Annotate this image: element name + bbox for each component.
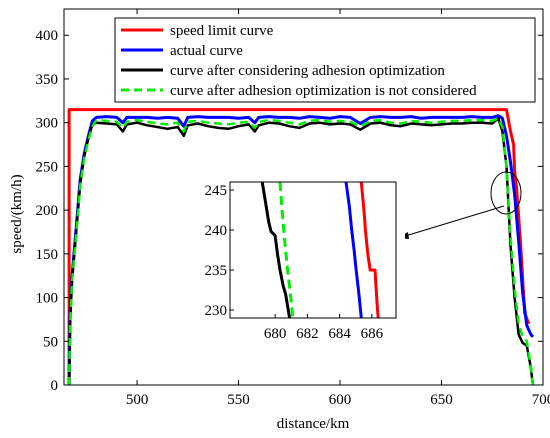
inset-series-line-curve-after-adhesion-optimization-is-not-considered [278, 182, 295, 318]
y-tick-label: 300 [36, 116, 59, 132]
x-tick-label: 650 [430, 392, 453, 408]
legend-entry: actual curve [170, 43, 243, 59]
plot-frame [63, 8, 544, 386]
y-tick-label: 50 [43, 334, 58, 350]
y-tick-label: 100 [36, 291, 59, 307]
zoom-region-ellipse [490, 171, 522, 215]
series-line-actual-curve [67, 114, 535, 386]
x-axis-label: distance/km [277, 416, 350, 432]
y-tick-label: 400 [36, 28, 59, 44]
inset-x-tick-label: 682 [296, 326, 319, 342]
y-axis-label: speed/(km/h) [9, 174, 25, 253]
x-tick-label: 700 [532, 392, 550, 408]
inset-background [200, 178, 405, 350]
inset-series-line-actual-curve [344, 182, 363, 318]
legend-entry: curve after considering adhesion optimiz… [170, 63, 445, 79]
inset-x-tick-label: 680 [264, 326, 287, 342]
legend-entry: speed limit curve [170, 23, 274, 39]
inset-series-group [260, 182, 380, 318]
inset-series-line-curve-after-considering-adhesion-optimization [260, 182, 292, 318]
y-tick-label: 350 [36, 72, 59, 88]
x-tick-label: 600 [329, 392, 352, 408]
legend-entry: curve after adhesion optimization is not… [170, 83, 477, 99]
y-tick-label: 250 [36, 159, 59, 175]
inset-y-tick-label: 235 [205, 263, 228, 279]
y-tick-label: 150 [36, 247, 59, 263]
series-line-curve-after-considering-adhesion-optimization [67, 117, 535, 386]
inset-x-tick-label: 686 [361, 326, 384, 342]
y-tick-label: 200 [36, 203, 59, 219]
y-tick-label: 0 [51, 378, 59, 394]
x-tick-label: 500 [126, 392, 149, 408]
inset-x-tick-label: 684 [328, 326, 351, 342]
legend-box [114, 17, 536, 103]
inset-series-line-speed-limit-curve [359, 182, 380, 318]
inset-y-tick-label: 245 [205, 183, 228, 199]
series-line-curve-after-adhesion-optimization-is-not-considered [67, 117, 535, 386]
x-tick-label: 550 [227, 392, 250, 408]
zoom-arrow-line [401, 205, 505, 238]
inset-y-tick-label: 240 [205, 223, 228, 239]
inset-y-tick-label: 230 [205, 303, 228, 319]
inset-frame [229, 181, 397, 319]
